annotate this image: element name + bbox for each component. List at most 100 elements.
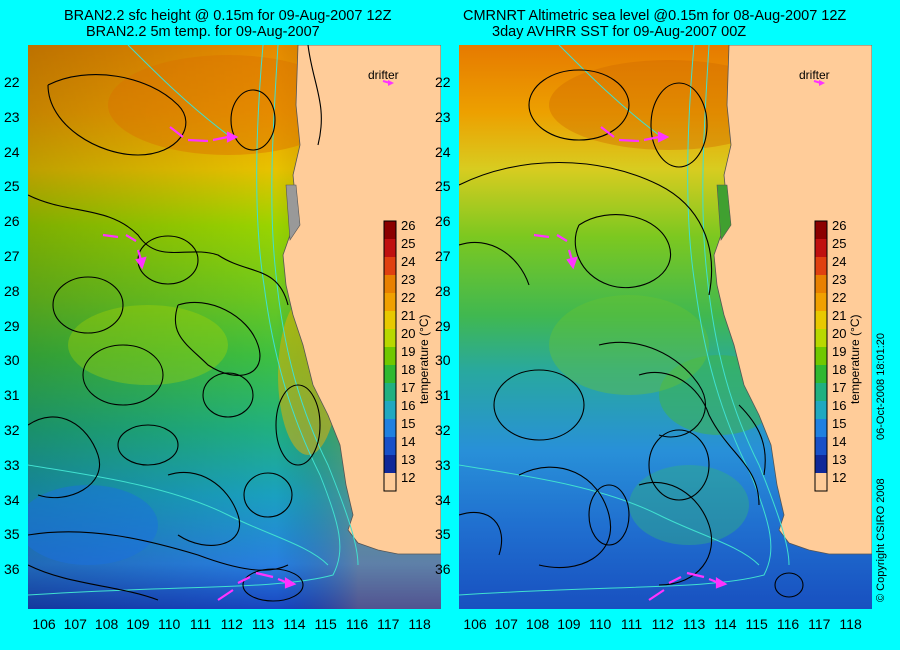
latitude-label: 34: [435, 491, 451, 508]
longitude-label: 114: [283, 616, 306, 632]
latitude-label: 35: [4, 526, 20, 543]
longitude-label: 107: [494, 616, 518, 632]
colorbar-tick: 15: [832, 416, 847, 431]
colorbar-tick: 13: [832, 452, 847, 467]
drifter-legend-icon: [388, 80, 394, 86]
copyright-text: © Copyright CSIRO 2008: [875, 478, 887, 602]
longitude-label: 116: [776, 616, 800, 632]
colorbar-tick: 18: [401, 362, 416, 377]
colorbar-tick: 22: [401, 290, 416, 305]
latitude-label: 34: [4, 491, 20, 508]
drifter-legend-label-left: drifter: [368, 68, 399, 82]
isobaths-right: [459, 45, 790, 596]
colorbar-tick: 12: [832, 470, 847, 485]
colorbar-tick: 20: [832, 326, 847, 341]
colorbar-tick: 16: [832, 398, 847, 413]
longitude-label: 106: [32, 616, 56, 632]
longitude-label: 111: [189, 616, 212, 632]
latitude-label: 29: [435, 317, 451, 334]
right-title-line1: CMRNRT Altimetric sea level @0.15m for 0…: [463, 8, 847, 24]
longitude-label: 113: [251, 616, 275, 632]
longitude-label: 117: [377, 616, 400, 632]
latitude-label: 24: [435, 143, 451, 160]
colorbar-tick: 14: [832, 434, 847, 449]
colorbar-tick: 23: [832, 272, 847, 287]
sea-level-contours: [28, 45, 322, 602]
colorbar-tick: 15: [401, 416, 416, 431]
latitude-label: 23: [4, 108, 20, 125]
latitude-label: 25: [4, 178, 20, 195]
colorbar-tick: 18: [832, 362, 847, 377]
colorbar-tick: 19: [832, 344, 847, 359]
latitude-label: 35: [435, 526, 451, 543]
colorbar-tick: 22: [832, 290, 847, 305]
colorbar-tick: 17: [832, 380, 847, 395]
colorbar-tick: 26: [401, 218, 416, 233]
sea-level-contours-right: [459, 69, 804, 598]
longitude-label: 112: [220, 616, 243, 632]
latitude-label: 27: [4, 248, 20, 264]
latitude-label: 33: [4, 456, 20, 473]
longitude-label: 116: [345, 616, 369, 632]
latitude-label: 31: [4, 387, 20, 404]
longitude-label: 109: [126, 616, 150, 632]
longitude-label: 118: [839, 616, 862, 632]
colorbar-tick: 21: [832, 308, 847, 323]
colorbar-tick: 23: [401, 272, 416, 287]
colorbar-tick: 21: [401, 308, 416, 323]
right-title-line2: 3day AVHRR SST for 09-Aug-2007 00Z: [492, 24, 747, 40]
latitude-label: 24: [4, 143, 20, 160]
latitude-label: 22: [4, 74, 20, 90]
longitude-label: 110: [158, 616, 181, 632]
longitude-label: 108: [94, 616, 119, 632]
colorbar-tick: 24: [832, 254, 847, 269]
colorbar-title-right: temperature (°C): [848, 314, 862, 405]
latitude-label: 36: [435, 561, 451, 578]
left-title-line2: BRAN2.2 5m temp. for 09-Aug-2007: [86, 24, 320, 40]
latitude-label: 36: [4, 561, 20, 578]
longitude-label: 115: [314, 616, 337, 632]
longitude-label: 112: [651, 616, 674, 632]
latitude-label: 28: [435, 282, 451, 299]
latitude-label: 30: [435, 352, 451, 369]
longitude-label: 113: [682, 616, 706, 632]
colorbar-tick: 25: [832, 236, 847, 251]
latitude-label: 26: [435, 213, 451, 230]
longitude-label: 117: [808, 616, 831, 632]
longitude-label: 118: [408, 616, 431, 632]
latitude-label: 27: [435, 248, 451, 264]
timestamp-text: 06-Oct-2008 18:01:20: [875, 332, 887, 440]
left-map-panel: [28, 45, 441, 609]
right-map-panel: [459, 45, 872, 609]
latitude-label: 33: [435, 456, 451, 473]
latitude-label: 30: [4, 352, 20, 369]
colorbar-tick: 26: [832, 218, 847, 233]
latitude-label: 28: [4, 282, 20, 299]
latitude-label: 31: [435, 387, 451, 404]
longitude-label: 109: [557, 616, 581, 632]
longitude-label: 111: [620, 616, 643, 632]
drifter-legend-icon-right: [819, 80, 825, 86]
latitude-label: 23: [435, 108, 451, 125]
colorbar-tick: 24: [401, 254, 416, 269]
colorbar-tick: 12: [401, 470, 416, 485]
colorbar-tick: 13: [401, 452, 416, 467]
latitude-label: 32: [4, 422, 20, 438]
drifter-legend-label-right: drifter: [799, 68, 830, 82]
longitude-label: 106: [463, 616, 487, 632]
isobaths: [28, 45, 359, 596]
latitude-label: 22: [435, 74, 451, 90]
drifter-tracks-right: [533, 126, 728, 601]
colorbar-tick: 14: [401, 434, 416, 449]
longitude-label: 107: [63, 616, 87, 632]
colorbar-tick: 16: [401, 398, 416, 413]
latitude-label: 25: [435, 178, 451, 195]
latitude-label: 26: [4, 213, 20, 230]
latitude-label: 32: [435, 422, 451, 438]
colorbar-tick: 20: [401, 326, 416, 341]
colorbar: [383, 220, 397, 492]
colorbar-title-left: temperature (°C): [417, 314, 431, 405]
latitude-label: 29: [4, 317, 20, 334]
left-title-line1: BRAN2.2 sfc height @ 0.15m for 09-Aug-20…: [64, 8, 392, 24]
longitude-label: 108: [525, 616, 550, 632]
